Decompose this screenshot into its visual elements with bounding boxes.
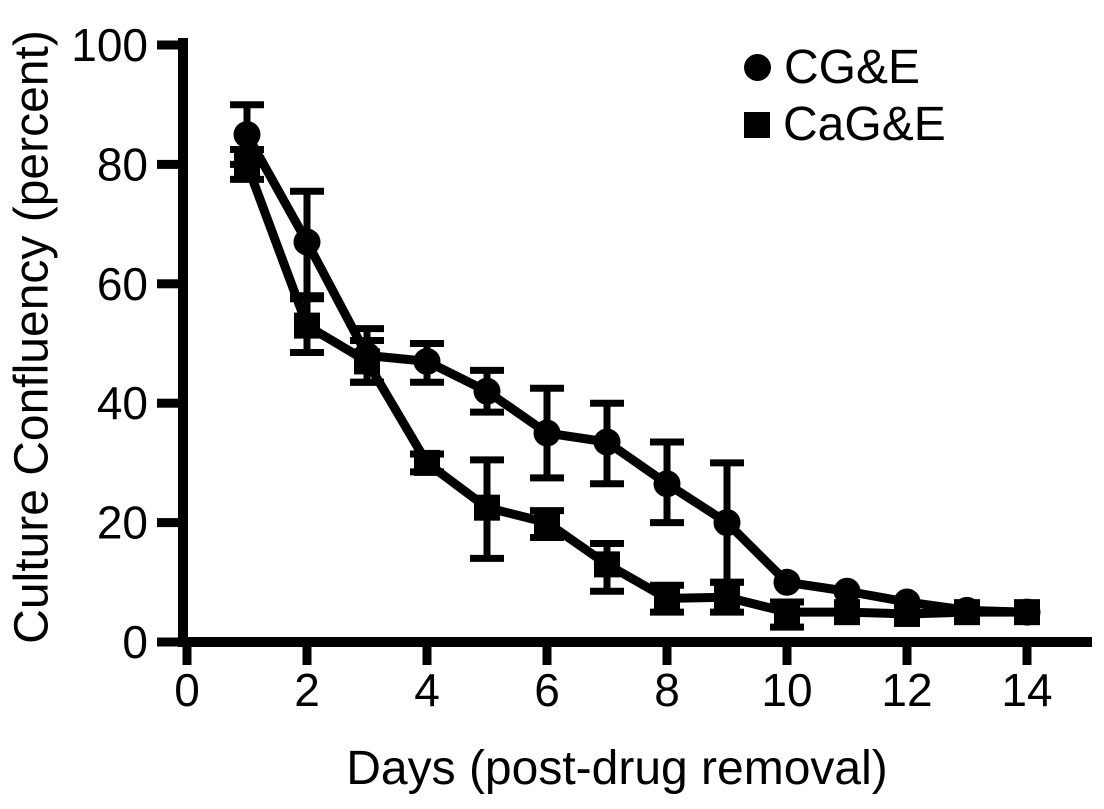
x-tick-label: 4 <box>414 664 440 716</box>
legend-item-cage: CaG&E <box>744 96 946 153</box>
x-tick-label: 8 <box>654 664 680 716</box>
x-tick-label: 10 <box>761 664 812 716</box>
x-axis-title: Days (post-drug removal) <box>346 742 888 795</box>
square-marker-icon <box>894 600 920 627</box>
square-marker-icon <box>534 509 560 536</box>
y-tick-label: 80 <box>97 138 148 190</box>
x-tick-label: 2 <box>294 664 320 716</box>
y-tick-label: 20 <box>97 497 148 549</box>
legend-label-cage: CaG&E <box>783 97 946 151</box>
x-tick <box>422 640 432 665</box>
series-line-0 <box>230 101 1028 617</box>
circle-marker-icon <box>773 568 801 596</box>
series-line-1 <box>230 145 1027 631</box>
square-marker-icon <box>654 585 680 612</box>
y-tick-label: 60 <box>97 258 148 310</box>
square-marker-icon <box>774 599 800 626</box>
square-marker-icon <box>954 599 980 626</box>
y-tick-label: 0 <box>122 616 148 668</box>
circle-marker-icon <box>233 121 261 149</box>
x-axis-line <box>178 637 1092 647</box>
x-tick <box>1022 640 1032 665</box>
square-marker-icon <box>744 111 770 138</box>
data-line <box>242 162 1027 619</box>
square-marker-icon <box>834 599 860 626</box>
square-marker-icon <box>234 151 260 178</box>
legend: CG&E CaG&E <box>744 39 946 153</box>
legend-item-cge: CG&E <box>744 39 946 96</box>
circle-marker-icon <box>293 228 321 256</box>
series-markers-1 <box>234 151 1040 627</box>
y-tick <box>157 637 183 647</box>
square-marker-icon <box>714 584 740 611</box>
axes: 0 20 40 60 80 100 0 2 4 6 8 10 12 14 <box>71 19 1092 716</box>
x-tick <box>542 640 552 665</box>
circle-marker-icon <box>533 419 561 447</box>
y-tick <box>157 398 183 408</box>
x-tick-label: 0 <box>174 664 200 716</box>
square-marker-icon <box>594 551 620 578</box>
x-tick <box>902 640 912 665</box>
y-tick <box>157 518 183 528</box>
x-tick-label: 12 <box>881 664 932 716</box>
circle-marker-icon <box>593 428 621 456</box>
x-tick <box>782 640 792 665</box>
x-tick <box>182 640 192 665</box>
y-axis-line <box>178 38 188 647</box>
y-axis-title: Culture Confluency (percent) <box>5 30 59 644</box>
x-tick <box>662 640 672 665</box>
circle-marker-icon <box>713 509 741 537</box>
y-tick-label: 100 <box>71 19 148 71</box>
y-tick <box>157 159 183 169</box>
legend-label-cge: CG&E <box>784 40 921 94</box>
square-marker-icon <box>354 348 380 375</box>
x-tick-label: 6 <box>534 664 560 716</box>
x-tick-label: 14 <box>1001 664 1052 716</box>
circle-marker-icon <box>744 54 771 81</box>
y-tick <box>157 279 183 289</box>
circle-marker-icon <box>473 377 501 405</box>
y-tick-label: 40 <box>97 377 148 429</box>
square-marker-icon <box>474 494 500 521</box>
circle-marker-icon <box>653 470 681 498</box>
square-marker-icon <box>1014 599 1040 626</box>
x-tick <box>302 640 312 665</box>
y-tick <box>157 40 183 50</box>
square-marker-icon <box>294 312 320 339</box>
square-marker-icon <box>414 449 440 476</box>
circle-marker-icon <box>413 347 441 375</box>
circle-marker-icon <box>833 577 861 605</box>
